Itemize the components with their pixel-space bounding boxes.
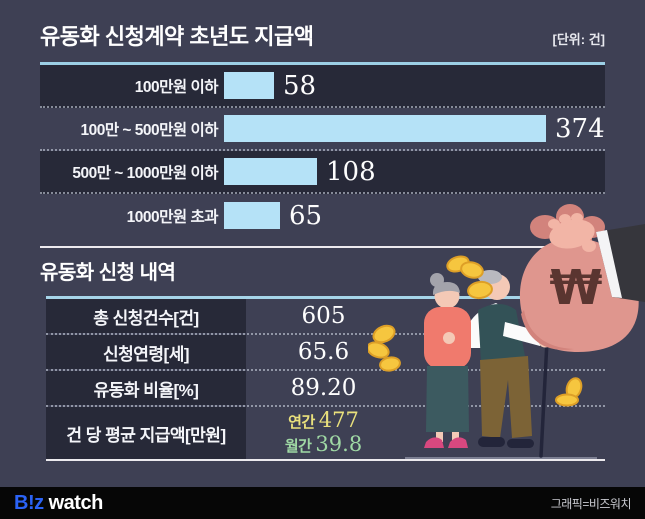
bar-value-label: 374 (555, 113, 605, 144)
monthly-payment-line: 월간 39.8 (284, 432, 363, 457)
detail-section-title: 유동화 신청 내역 (40, 262, 176, 284)
table-row-average-payment: 건 당 평균 지급액[만원] 연간 477 월간 39.8 (46, 407, 605, 459)
table-row-value: 605 (301, 303, 346, 329)
footer-bar: B!z watch 그래픽=비즈워치 (0, 487, 645, 519)
detail-table: 총 신청건수[건] 605 신청연령[세] 65.6 유동화 비율[%] 89.… (46, 296, 605, 461)
unit-label: [단위: 건] (552, 32, 605, 47)
graphic-credit: 그래픽=비즈워치 (550, 496, 632, 511)
table-row-label: 신청연령[세] (46, 335, 246, 369)
bar-value-label: 108 (326, 156, 376, 187)
bar-fill (224, 72, 274, 99)
table-row-value: 89.20 (290, 375, 357, 401)
table-row-value: 65.6 (297, 339, 350, 365)
bar-row-1m-to-5m: 100만 ~ 500만원 이하 374 (40, 108, 605, 151)
table-row-label: 유동화 비율[%] (46, 371, 246, 405)
bar-category-label: 1000만원 초과 (126, 208, 219, 226)
bar-fill (224, 158, 317, 185)
bar-row-over-10m: 1000만원 초과 65 (40, 194, 605, 237)
logo-biz-text: B!z (14, 491, 44, 514)
table-row-application-age: 신청연령[세] 65.6 (46, 335, 605, 371)
table-row-value: 연간 477 월간 39.8 (246, 407, 401, 459)
annual-value: 477 (318, 408, 359, 433)
section-divider (40, 246, 605, 248)
bar-value-label: 58 (283, 70, 317, 101)
bar-category-label: 100만 ~ 500만원 이하 (80, 121, 219, 139)
table-row-total-applications: 총 신청건수[건] 605 (46, 299, 605, 335)
bar-category-label: 500만 ~ 1000만원 이하 (72, 164, 218, 182)
annual-payment-line: 연간 477 (288, 409, 359, 433)
monthly-prefix: 월간 (284, 438, 312, 455)
table-row-label: 총 신청건수[건] (46, 299, 246, 333)
bizwatch-logo: B!z watch (14, 492, 103, 515)
bar-fill (224, 202, 280, 229)
table-row-label: 건 당 평균 지급액[만원] (46, 407, 246, 459)
logo-watch-text: watch (48, 491, 104, 514)
bar-row-5m-to-10m: 500만 ~ 1000만원 이하 108 (40, 151, 605, 194)
bar-chart-panel: 100만원 이하 58 100만 ~ 500만원 이하 374 500만 ~ 1… (40, 62, 605, 237)
header: 유동화 신청계약 초년도 지급액 [단위: 건] (40, 24, 605, 50)
table-row-securitization-ratio: 유동화 비율[%] 89.20 (46, 371, 605, 407)
bar-row-under-1m: 100만원 이하 58 (40, 65, 605, 108)
bar-fill (224, 115, 546, 142)
annual-prefix: 연간 (288, 414, 315, 432)
page-title: 유동화 신청계약 초년도 지급액 (40, 24, 314, 49)
monthly-value: 39.8 (315, 432, 363, 456)
bar-category-label: 100만원 이하 (134, 78, 219, 96)
bar-value-label: 65 (289, 200, 323, 231)
